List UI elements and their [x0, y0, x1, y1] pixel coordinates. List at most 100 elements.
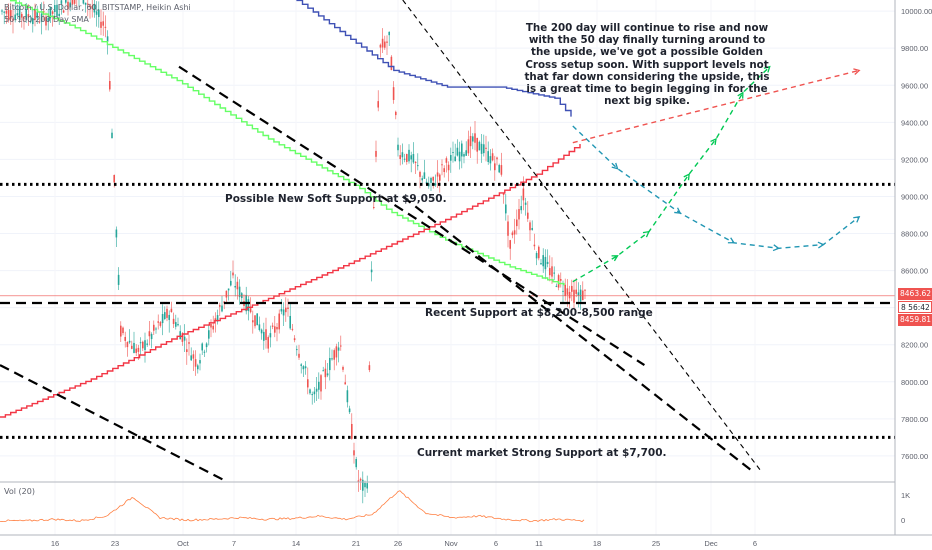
candle-body [267, 337, 269, 349]
candle-body [16, 13, 19, 16]
projection-arrowhead [853, 216, 861, 223]
candle-body [159, 322, 162, 326]
candle-body [170, 308, 173, 313]
candle-body [252, 320, 254, 323]
candle-body [104, 26, 107, 28]
volume-line [0, 490, 585, 523]
candle-body [524, 202, 527, 205]
candle-body [432, 176, 434, 181]
candle-body [285, 307, 287, 313]
candle-body [188, 342, 190, 344]
candle-body [318, 381, 320, 390]
candle-body [346, 390, 349, 403]
candle-body [91, 5, 93, 9]
sma-line [296, 0, 572, 117]
price-tick-label: 7600.00 [901, 452, 928, 461]
candle-body [32, 18, 34, 25]
candle-body [313, 391, 316, 395]
candle-body [144, 340, 146, 351]
candle-body [205, 343, 208, 348]
candle-body [95, 11, 98, 15]
candle-body [551, 266, 553, 277]
candle-body [465, 150, 467, 156]
candle-body [395, 111, 397, 116]
candle-body [309, 389, 311, 394]
trend-line [402, 195, 753, 472]
time-tick-label: 11 [535, 539, 543, 548]
candle-body [324, 368, 327, 378]
candle-body [362, 479, 364, 491]
candle-body [113, 174, 115, 183]
time-tick-label: 7 [232, 539, 236, 548]
candle-body [333, 350, 335, 360]
candle-body [247, 299, 250, 311]
time-tick-label: Nov [444, 539, 458, 548]
candle-body [98, 9, 100, 18]
candle-body [12, 18, 14, 21]
candle-body [381, 38, 384, 48]
candle-body [230, 280, 232, 286]
price-tick-label: 7800.00 [901, 415, 928, 424]
candle-body [142, 341, 144, 349]
candle-body [326, 373, 329, 376]
candle-body [520, 206, 522, 211]
candle-body [419, 171, 421, 177]
projection-arrowhead [710, 137, 717, 146]
candle-body [120, 325, 122, 337]
projection-arrowhead [727, 237, 736, 244]
candle-body [406, 154, 408, 162]
candle-body [483, 144, 485, 154]
price-tick-label: 8200.00 [901, 341, 928, 350]
candle-body [23, 17, 25, 19]
candle-body [472, 136, 474, 142]
candle-body [216, 315, 219, 322]
candle-body [197, 365, 199, 370]
candle-body [3, 11, 5, 13]
candle-body [177, 324, 179, 326]
candle-body [337, 347, 340, 351]
candle-body [373, 207, 375, 209]
candle-body [27, 14, 30, 18]
candle-body [452, 152, 454, 154]
candle-body [60, 0, 63, 4]
candle-body [364, 482, 366, 488]
sma-line [0, 144, 581, 418]
sma-line [10, 0, 565, 286]
candle-body [265, 329, 267, 341]
candle-body [421, 178, 423, 181]
candle-body [417, 165, 419, 167]
candle-body [571, 285, 573, 292]
price-tick-label: 9400.00 [901, 118, 928, 127]
main-annotation: The 200 day will continue to rise and no… [524, 22, 770, 108]
candle-body [291, 328, 294, 330]
candle-body [399, 155, 401, 160]
candle-body [447, 164, 450, 171]
candle-body [73, 0, 76, 4]
candle-body [480, 143, 483, 154]
candle-body [390, 56, 393, 71]
candle-body [65, 0, 67, 3]
candle-body [293, 338, 296, 341]
candle-body [487, 151, 489, 163]
projection-arrowhead [817, 241, 825, 249]
candle-body [172, 318, 175, 324]
candle-body [298, 353, 300, 358]
candle-body [133, 342, 135, 353]
candle-body [458, 151, 461, 162]
candle-body [137, 347, 140, 352]
candle-body [201, 343, 203, 351]
candle-body [549, 268, 551, 276]
candle-body [584, 289, 586, 291]
time-tick-label: 18 [593, 539, 601, 548]
time-tick-label: 23 [111, 539, 119, 548]
candle-body [445, 158, 448, 163]
candle-body [238, 286, 241, 298]
candle-body [122, 327, 124, 334]
candle-body [498, 164, 500, 173]
candle-body [322, 370, 324, 372]
candle-body [505, 204, 507, 214]
candle-body [168, 314, 170, 320]
candle-body [300, 364, 302, 366]
candle-body [463, 154, 465, 157]
candle-body [516, 219, 518, 227]
